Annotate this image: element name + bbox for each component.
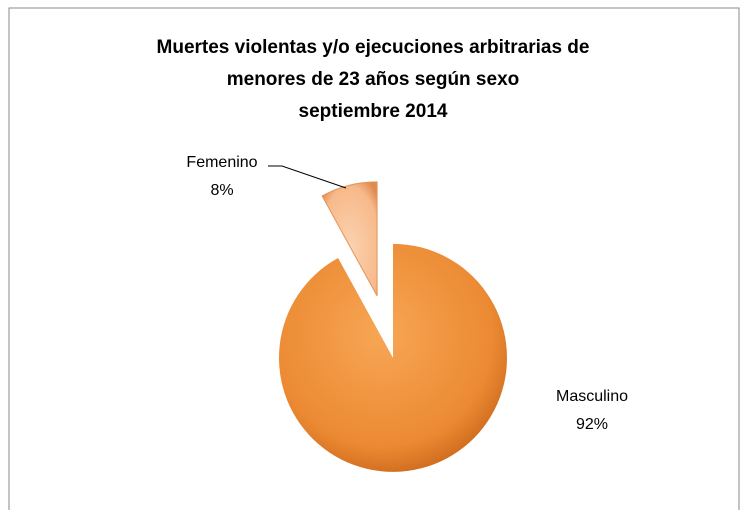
slice-label: Masculino <box>556 388 628 405</box>
leader-line <box>268 165 347 189</box>
chart-frame <box>8 7 740 510</box>
chart-title: Muertes violentas y/o ejecuciones arbitr… <box>157 37 590 58</box>
chart-title: septiembre 2014 <box>299 101 448 122</box>
slice-value-label: 8% <box>210 182 233 199</box>
chart-title: menores de 23 años según sexo <box>227 69 520 90</box>
pie-slice <box>321 181 378 297</box>
pie-slice <box>278 243 507 472</box>
slice-label: Femenino <box>186 154 257 171</box>
slice-value-label: 92% <box>576 416 608 433</box>
